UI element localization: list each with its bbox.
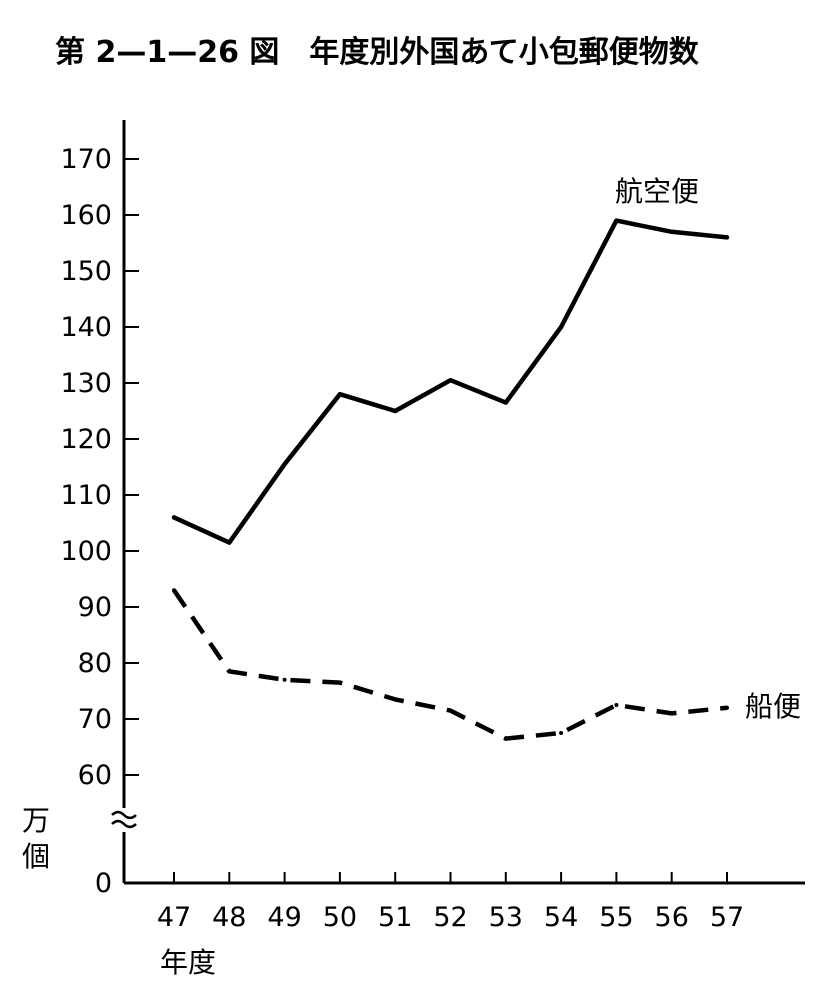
y-axis-unit-line2: 個: [22, 840, 50, 873]
data-point: [448, 378, 453, 383]
y-tick-label: 110: [60, 480, 112, 511]
x-tick-label: 54: [544, 902, 578, 933]
x-tick-label: 48: [212, 902, 246, 933]
series-line-1: [172, 588, 728, 741]
y-tick-label: 0: [95, 868, 112, 899]
y-tick-label: 150: [60, 256, 112, 287]
data-point: [669, 229, 674, 234]
y-tick-label: 100: [60, 536, 112, 567]
data-point: [725, 705, 729, 710]
y-tick-label: 60: [78, 760, 112, 791]
x-axis-label: 年度: [160, 946, 216, 979]
data-point: [227, 540, 232, 545]
y-tick-label: 170: [60, 144, 112, 175]
data-point: [282, 677, 287, 682]
data-point: [227, 669, 232, 674]
data-point: [393, 697, 398, 702]
x-tick-label: 52: [433, 902, 467, 933]
y-axis-ticks: 0 60 70 80 90 100 110 120 130 140 150 160 170: [60, 144, 139, 899]
series-label-1: 船便: [745, 690, 801, 723]
x-tick-label: 56: [655, 902, 689, 933]
data-point: [337, 392, 342, 397]
x-tick-label: 55: [599, 902, 633, 933]
y-axis-unit-line1: 万: [22, 804, 50, 837]
data-point: [559, 731, 564, 735]
y-tick-label: 80: [78, 648, 112, 679]
x-tick-label: 50: [323, 902, 357, 933]
y-tick-label: 70: [78, 704, 112, 735]
data-point: [172, 515, 176, 520]
chart-title: 第 2—1—26 図 年度別外国あて小包郵便物数: [55, 35, 700, 70]
y-tick-label: 140: [60, 312, 112, 343]
x-tick-label: 57: [710, 902, 744, 933]
series-lines: [171, 218, 730, 741]
x-tick-label: 47: [157, 902, 191, 933]
data-point: [503, 400, 508, 405]
y-tick-label: 160: [60, 200, 112, 231]
data-point: [503, 736, 508, 741]
data-point: [559, 325, 564, 329]
series-label-0: 航空便: [615, 175, 699, 208]
data-point: [614, 218, 619, 223]
x-tick-label: 53: [489, 902, 523, 933]
data-point: [614, 703, 619, 707]
y-tick-label: 120: [60, 424, 112, 455]
data-point: [669, 711, 674, 716]
x-axis-ticks: 47 48 49 50 51 52 53 54 55 56 57: [157, 872, 744, 933]
data-point: [337, 680, 342, 685]
y-tick-label: 130: [60, 368, 112, 399]
axis-break-icon: [111, 810, 137, 829]
data-point: [725, 235, 729, 240]
data-point: [393, 409, 398, 413]
axes: [111, 120, 805, 885]
data-point: [282, 462, 287, 467]
data-point: [172, 588, 176, 593]
data-point: [448, 708, 453, 713]
x-tick-label: 51: [378, 902, 412, 933]
x-tick-label: 49: [267, 902, 301, 933]
y-tick-label: 90: [78, 592, 112, 623]
